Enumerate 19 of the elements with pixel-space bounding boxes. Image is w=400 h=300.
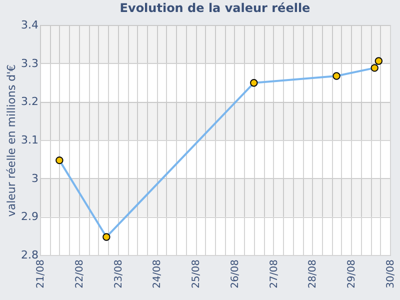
- x-tick-label: 21/08: [36, 260, 46, 288]
- y-tick-label: 2.8: [21, 248, 38, 262]
- x-tick-label: 23/08: [113, 260, 124, 288]
- x-tick-label: 30/08: [386, 260, 396, 288]
- x-tick-label: 22/08: [74, 260, 86, 288]
- x-tick-label: 29/08: [346, 260, 358, 288]
- y-tick-label: 3.3: [21, 56, 38, 70]
- y-tick-label: 3.4: [21, 18, 38, 32]
- x-tick-label: 25/08: [191, 260, 202, 288]
- x-tick-label: 28/08: [308, 260, 319, 288]
- y-tick-label: 3.1: [21, 134, 38, 146]
- y-tick-label: 3.2: [21, 95, 38, 108]
- chart-title: Evolution de la valeur réelle: [120, 1, 310, 15]
- y-tick-label: 3: [32, 172, 38, 185]
- y-axis-title: valeur réelle en millions d'€: [5, 64, 18, 217]
- x-tick-label: 26/08: [230, 260, 241, 288]
- y-tick-label: 2.9: [21, 210, 38, 224]
- x-tick-label: 24/08: [152, 260, 164, 288]
- x-tick-label: 27/08: [268, 260, 280, 288]
